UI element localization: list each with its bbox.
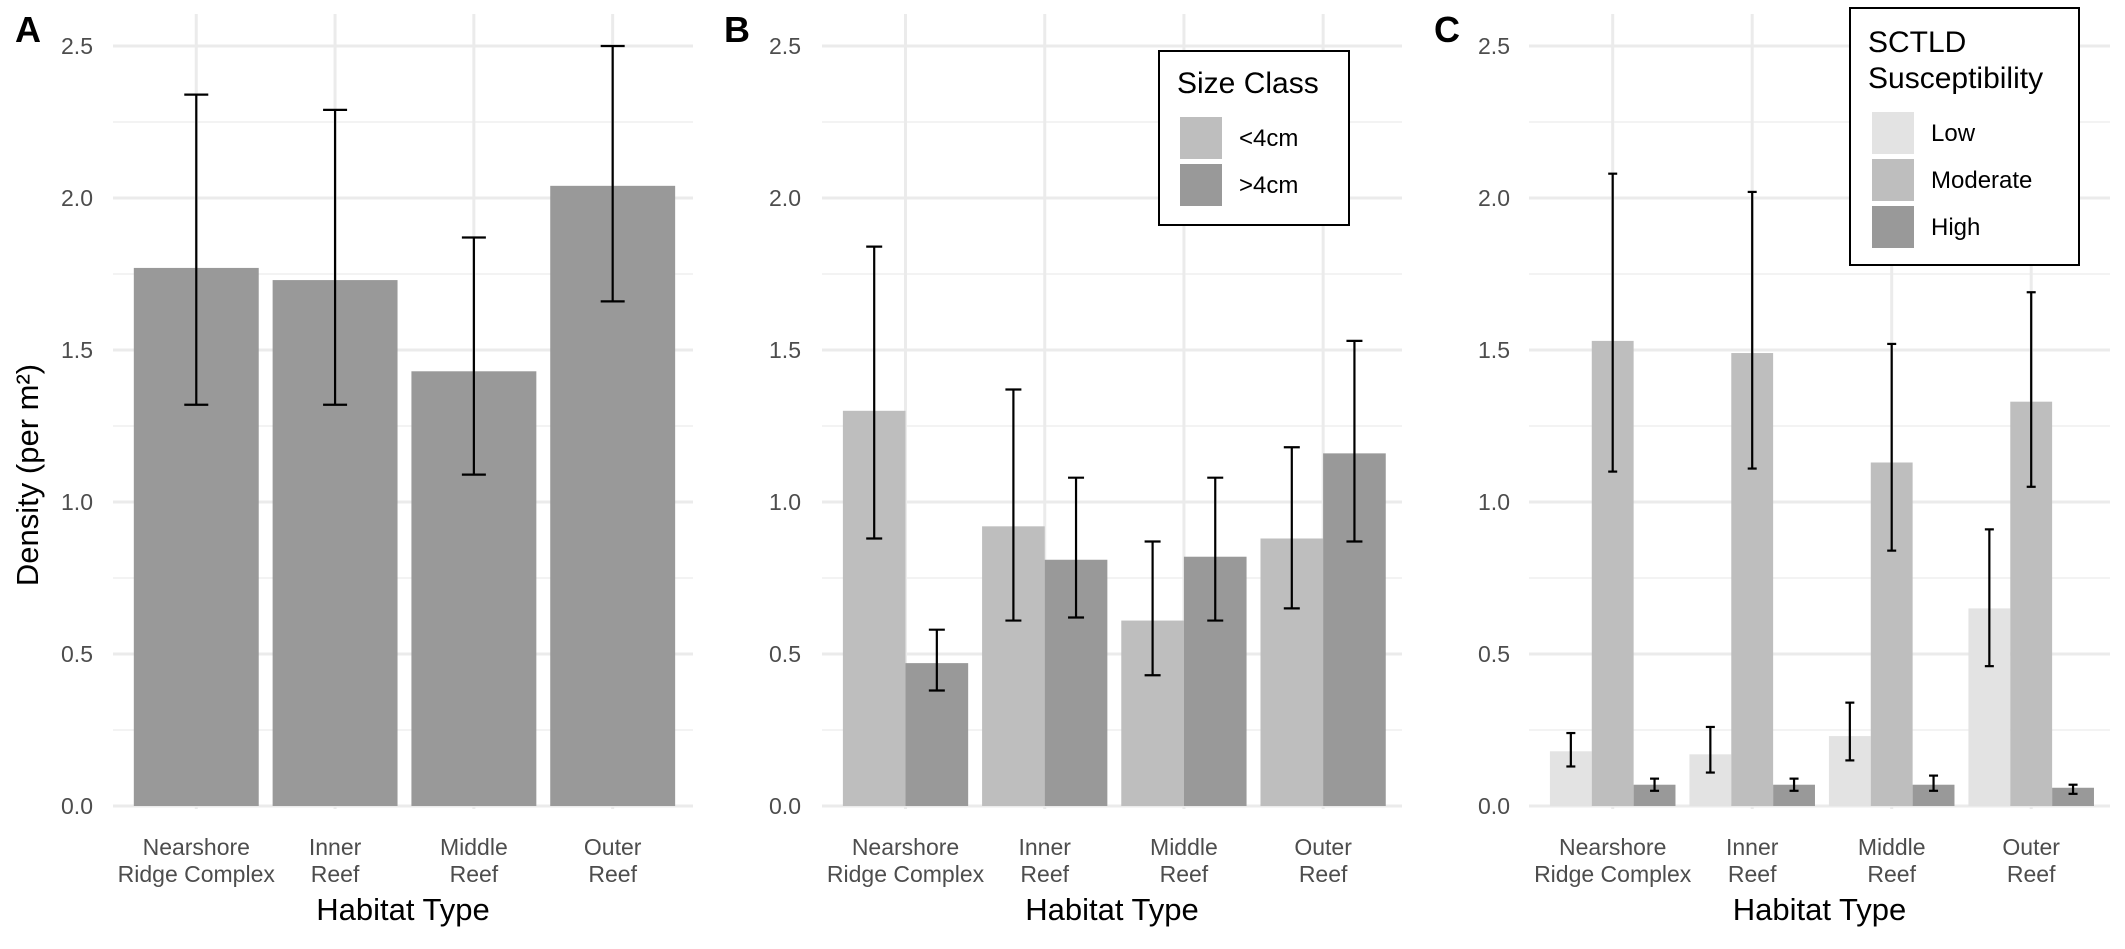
x-tick-label: Reef (311, 861, 360, 887)
legend-label: Low (1931, 120, 1976, 147)
y-tick-label: 2.0 (1478, 185, 1510, 211)
error-bar (1346, 339, 1363, 543)
bar (1912, 784, 1955, 806)
error-bar (1566, 731, 1576, 768)
error-bar (1929, 774, 1939, 792)
error-bar (1144, 540, 1161, 677)
x-tick-label: Middle (1150, 834, 1218, 860)
panel-label: B (724, 9, 750, 50)
y-axis-title: Density (per m²) (10, 364, 45, 586)
bar (1633, 784, 1676, 806)
x-tick-label: Reef (450, 861, 499, 887)
bar (2052, 787, 2094, 806)
error-bar (2068, 783, 2078, 795)
y-tick-label: 2.5 (61, 33, 93, 59)
legend-title: Size Class (1177, 67, 1319, 100)
error-bar (1789, 777, 1799, 792)
error-bar (866, 245, 883, 540)
y-tick-label: 0.5 (1478, 641, 1510, 667)
error-bar (1845, 701, 1855, 762)
error-bar (1887, 342, 1897, 552)
error-bar (1747, 190, 1757, 470)
error-bar (1608, 172, 1618, 473)
x-tick-label: Inner (309, 834, 362, 860)
x-tick-label: Reef (1728, 861, 1777, 887)
x-tick-label: Inner (1019, 834, 1072, 860)
x-tick-label: Reef (1020, 861, 1069, 887)
y-tick-label: 1.0 (769, 489, 801, 515)
error-bar (1005, 388, 1022, 622)
y-tick-label: 1.5 (769, 337, 801, 363)
x-tick-label: Inner (1726, 834, 1779, 860)
error-bar (1984, 528, 1994, 668)
error-bar (928, 628, 945, 692)
legend-swatch (1872, 159, 1914, 201)
x-axis-title: Habitat Type (1733, 892, 1906, 927)
x-tick-label: Nearshore (852, 834, 959, 860)
y-tick-label: 2.0 (61, 185, 93, 211)
y-tick-label: 2.5 (769, 33, 801, 59)
y-tick-label: 0.5 (769, 641, 801, 667)
panel-label: C (1434, 9, 1460, 50)
x-tick-label: Nearshore (143, 834, 250, 860)
y-tick-label: 1.5 (1478, 337, 1510, 363)
error-bar (461, 236, 486, 476)
legend-title: SCTLD (1868, 26, 1966, 59)
legend-label: Moderate (1931, 167, 2032, 194)
x-tick-label: Outer (1294, 834, 1352, 860)
x-tick-label: Ridge Complex (1534, 861, 1692, 887)
x-tick-label: Reef (2007, 861, 2056, 887)
x-tick-label: Outer (2002, 834, 2060, 860)
x-axis-title: Habitat Type (1025, 892, 1198, 927)
x-tick-label: Nearshore (1559, 834, 1666, 860)
y-tick-label: 0.5 (61, 641, 93, 667)
legend: Size Class <4cm >4cm (1158, 50, 1350, 226)
error-bar (1207, 476, 1224, 622)
legend-swatch (1872, 112, 1914, 154)
x-tick-label: Middle (1858, 834, 1926, 860)
legend-swatch (1872, 206, 1914, 248)
error-bar (1650, 777, 1660, 792)
y-tick-label: 1.5 (61, 337, 93, 363)
x-tick-label: Ridge Complex (118, 861, 276, 887)
legend-swatch (1180, 117, 1222, 159)
x-tick-label: Middle (440, 834, 508, 860)
y-tick-label: 0.0 (1478, 793, 1510, 819)
error-bar (184, 93, 209, 406)
legend-label: <4cm (1239, 125, 1298, 152)
y-tick-label: 2.5 (1478, 33, 1510, 59)
y-tick-label: 1.0 (61, 489, 93, 515)
x-axis-title: Habitat Type (316, 892, 489, 927)
legend-swatch (1180, 164, 1222, 206)
panel-label: A (15, 9, 41, 50)
x-tick-label: Reef (1867, 861, 1916, 887)
error-bar (323, 108, 348, 406)
y-tick-label: 0.0 (61, 793, 93, 819)
x-tick-label: Reef (588, 861, 637, 887)
x-tick-label: Reef (1160, 861, 1209, 887)
y-tick-label: 2.0 (769, 185, 801, 211)
legend-title: Susceptibility (1868, 62, 2043, 95)
x-tick-label: Reef (1299, 861, 1348, 887)
error-bar (600, 44, 625, 303)
error-bar (1068, 476, 1085, 619)
bar (1773, 784, 1815, 806)
error-bar (1283, 446, 1300, 610)
error-bar (1705, 725, 1715, 774)
x-tick-label: Ridge Complex (827, 861, 985, 887)
legend-label: High (1931, 214, 1980, 241)
x-tick-label: Outer (584, 834, 642, 860)
error-bar (2026, 291, 2036, 488)
y-tick-label: 1.0 (1478, 489, 1510, 515)
y-tick-label: 0.0 (769, 793, 801, 819)
legend-label: >4cm (1239, 172, 1298, 199)
